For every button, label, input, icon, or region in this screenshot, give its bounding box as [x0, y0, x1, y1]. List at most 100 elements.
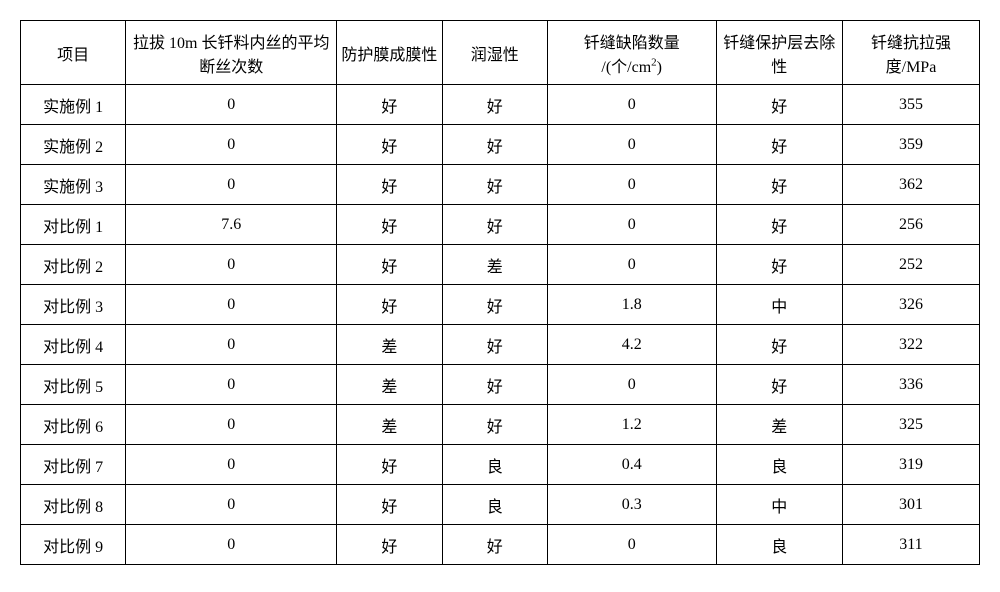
cell: 1.8 — [547, 285, 716, 325]
table-body: 实施例 1 0 好 好 0 好 355 实施例 2 0 好 好 0 好 359 … — [21, 85, 980, 565]
cell: 0 — [126, 245, 337, 285]
cell: 好 — [442, 125, 547, 165]
cell: 好 — [337, 485, 442, 525]
cell: 差 — [337, 365, 442, 405]
table-row: 对比例 6 0 差 好 1.2 差 325 — [21, 405, 980, 445]
cell: 325 — [842, 405, 979, 445]
cell: 良 — [716, 525, 842, 565]
cell: 311 — [842, 525, 979, 565]
cell: 对比例 2 — [21, 245, 126, 285]
cell: 良 — [442, 445, 547, 485]
cell: 好 — [442, 205, 547, 245]
cell: 355 — [842, 85, 979, 125]
cell: 0 — [547, 245, 716, 285]
table-row: 对比例 7 0 好 良 0.4 良 319 — [21, 445, 980, 485]
cell: 0 — [126, 445, 337, 485]
cell: 0 — [126, 165, 337, 205]
col-header-project: 项目 — [21, 21, 126, 85]
col-header-film: 防护膜成膜性 — [337, 21, 442, 85]
cell: 对比例 1 — [21, 205, 126, 245]
cell: 良 — [442, 485, 547, 525]
cell: 对比例 8 — [21, 485, 126, 525]
cell: 中 — [716, 285, 842, 325]
data-table: 项目 拉拔 10m 长钎料内丝的平均断丝次数 防护膜成膜性 润湿性 钎缝缺陷数量… — [20, 20, 980, 565]
cell: 好 — [337, 125, 442, 165]
cell: 0 — [126, 325, 337, 365]
cell: 对比例 7 — [21, 445, 126, 485]
cell: 好 — [716, 165, 842, 205]
cell: 对比例 5 — [21, 365, 126, 405]
cell: 好 — [716, 85, 842, 125]
cell: 0 — [126, 485, 337, 525]
table-header-row: 项目 拉拔 10m 长钎料内丝的平均断丝次数 防护膜成膜性 润湿性 钎缝缺陷数量… — [21, 21, 980, 85]
cell: 0 — [126, 405, 337, 445]
col-header-defects-suffix: ) — [657, 59, 662, 76]
cell: 好 — [442, 325, 547, 365]
col-header-breaks: 拉拔 10m 长钎料内丝的平均断丝次数 — [126, 21, 337, 85]
col-header-wettability: 润湿性 — [442, 21, 547, 85]
table-row: 实施例 2 0 好 好 0 好 359 — [21, 125, 980, 165]
cell: 301 — [842, 485, 979, 525]
cell: 好 — [442, 525, 547, 565]
cell: 好 — [442, 405, 547, 445]
cell: 7.6 — [126, 205, 337, 245]
cell: 0 — [126, 285, 337, 325]
cell: 实施例 3 — [21, 165, 126, 205]
cell: 好 — [337, 205, 442, 245]
cell: 好 — [337, 525, 442, 565]
table-row: 对比例 8 0 好 良 0.3 中 301 — [21, 485, 980, 525]
table-row: 对比例 4 0 差 好 4.2 好 322 — [21, 325, 980, 365]
cell: 1.2 — [547, 405, 716, 445]
cell: 0.4 — [547, 445, 716, 485]
cell: 好 — [337, 85, 442, 125]
cell: 好 — [716, 205, 842, 245]
cell: 中 — [716, 485, 842, 525]
cell: 0 — [126, 525, 337, 565]
cell: 好 — [442, 165, 547, 205]
cell: 差 — [716, 405, 842, 445]
cell: 差 — [442, 245, 547, 285]
cell: 好 — [716, 325, 842, 365]
cell: 差 — [337, 405, 442, 445]
table-row: 对比例 5 0 差 好 0 好 336 — [21, 365, 980, 405]
cell: 0 — [547, 525, 716, 565]
col-header-removal: 钎缝保护层去除性 — [716, 21, 842, 85]
cell: 0 — [126, 125, 337, 165]
cell: 好 — [337, 165, 442, 205]
cell: 好 — [442, 85, 547, 125]
cell: 好 — [716, 245, 842, 285]
cell: 好 — [442, 365, 547, 405]
cell: 对比例 9 — [21, 525, 126, 565]
col-header-defects-line1: 钎缝缺陷数量 — [584, 35, 680, 52]
cell: 4.2 — [547, 325, 716, 365]
cell: 0 — [126, 365, 337, 405]
table-row: 实施例 1 0 好 好 0 好 355 — [21, 85, 980, 125]
cell: 0.3 — [547, 485, 716, 525]
table-row: 对比例 2 0 好 差 0 好 252 — [21, 245, 980, 285]
col-header-tensile: 钎缝抗拉强度/MPa — [842, 21, 979, 85]
cell: 好 — [337, 245, 442, 285]
cell: 对比例 3 — [21, 285, 126, 325]
table-row: 对比例 1 7.6 好 好 0 好 256 — [21, 205, 980, 245]
cell: 对比例 4 — [21, 325, 126, 365]
table-row: 对比例 9 0 好 好 0 良 311 — [21, 525, 980, 565]
cell: 336 — [842, 365, 979, 405]
cell: 对比例 6 — [21, 405, 126, 445]
cell: 252 — [842, 245, 979, 285]
cell: 322 — [842, 325, 979, 365]
cell: 0 — [126, 85, 337, 125]
table-row: 实施例 3 0 好 好 0 好 362 — [21, 165, 980, 205]
cell: 差 — [337, 325, 442, 365]
cell: 0 — [547, 165, 716, 205]
cell: 256 — [842, 205, 979, 245]
cell: 362 — [842, 165, 979, 205]
cell: 良 — [716, 445, 842, 485]
col-header-defects: 钎缝缺陷数量 /(个/cm2) — [547, 21, 716, 85]
cell: 326 — [842, 285, 979, 325]
cell: 实施例 2 — [21, 125, 126, 165]
cell: 实施例 1 — [21, 85, 126, 125]
table-row: 对比例 3 0 好 好 1.8 中 326 — [21, 285, 980, 325]
cell: 好 — [716, 365, 842, 405]
col-header-defects-prefix: /(个/cm — [601, 59, 651, 76]
cell: 好 — [716, 125, 842, 165]
